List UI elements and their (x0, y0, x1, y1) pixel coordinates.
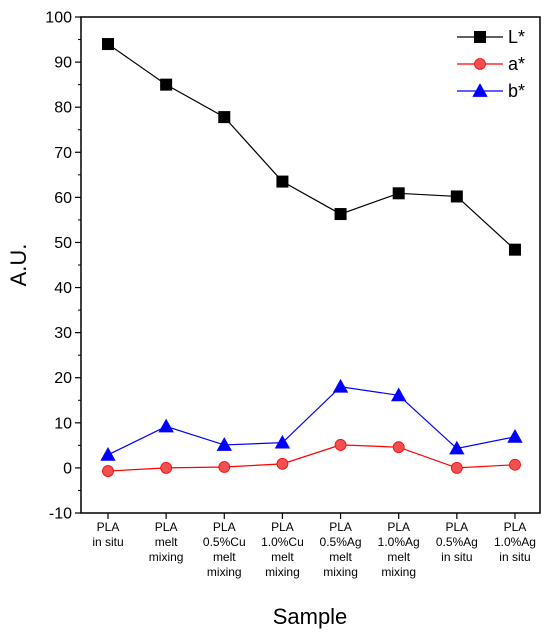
x-tick-label: PLA 0.5%Cu melt mixing (203, 520, 246, 579)
data-point-l (160, 78, 173, 91)
x-tick-label-line: melt (213, 550, 236, 564)
x-tick-label-line: PLA (387, 520, 410, 534)
y-tick-label: 30 (54, 325, 72, 342)
series-line-a (107, 444, 516, 472)
data-point-b (449, 440, 465, 455)
x-tick-label-line: PLA (445, 520, 468, 534)
data-point-a (160, 462, 173, 474)
data-point-l (334, 208, 347, 221)
y-tick-label: 0 (63, 460, 72, 477)
y-tick-label: 10 (54, 415, 72, 432)
x-tick-label: PLA 1.0%Ag melt mixing (378, 520, 420, 579)
legend-label-b: b* (508, 81, 525, 101)
x-tick-label: PLA 0.5%Ag melt mixing (320, 520, 362, 579)
x-tick-label-line: in situ (499, 550, 530, 564)
x-tick-label-line: melt (155, 535, 178, 549)
x-tick-label-line: in situ (441, 550, 472, 564)
legend-marker-a (474, 58, 486, 70)
x-tick-label-line: in situ (92, 535, 123, 549)
y-axis: -10 0 10 20 30 40 50 60 70 80 90 100 (45, 10, 81, 523)
x-tick-label-line: PLA (213, 520, 236, 534)
x-tick-label-line: 1.0%Cu (261, 535, 304, 549)
x-tick-label: PLA in situ (92, 520, 123, 549)
y-tick-label: 70 (54, 145, 72, 162)
y-tick-label: 100 (45, 10, 72, 27)
data-point-b (391, 387, 407, 402)
x-tick-label-line: mixing (381, 565, 416, 579)
data-point-a (450, 462, 463, 474)
y-axis-title: A.U. (6, 244, 31, 287)
data-point-a (276, 457, 289, 470)
y-tick-label: 50 (54, 235, 72, 252)
x-tick-label-line: PLA (329, 520, 352, 534)
data-point-l (102, 38, 114, 51)
data-point-a (102, 465, 114, 477)
x-tick-label-line: 1.0%Ag (378, 535, 420, 549)
x-tick-label: PLA 0.5%Ag in situ (436, 520, 478, 564)
x-tick-label-line: melt (329, 550, 352, 564)
data-point-l (218, 111, 231, 124)
series-line-b (107, 386, 516, 456)
y-tick-label: 80 (54, 100, 72, 117)
y-tick-label: 40 (54, 280, 72, 297)
data-point-b (274, 434, 291, 449)
legend-marker-b (472, 83, 488, 97)
data-point-a (509, 458, 521, 471)
x-tick-label-line: mixing (323, 565, 358, 579)
x-axis-title: Sample (273, 604, 348, 629)
data-point-b (216, 437, 232, 451)
data-point-a (218, 461, 231, 473)
data-point-l (276, 175, 289, 188)
x-tick-label: PLA melt mixing (149, 520, 184, 564)
x-tick-label-line: mixing (265, 565, 300, 579)
data-point-l (392, 187, 405, 200)
data-point-b (158, 418, 174, 433)
data-point-b (332, 378, 349, 393)
y-tick-label: 20 (54, 370, 72, 387)
x-tick-label-line: PLA (155, 520, 178, 534)
x-tick-label-line: 1.0%Ag (494, 535, 536, 549)
x-tick-label: PLA 1.0%Ag in situ (494, 520, 536, 564)
x-tick-label-line: 0.5%Ag (320, 535, 362, 549)
series-line-l (107, 43, 516, 251)
x-tick-label-line: PLA (271, 520, 294, 534)
legend-label-a: a* (508, 54, 525, 74)
legend: L* a* b* (457, 27, 525, 101)
x-tick-label-line: melt (271, 550, 294, 564)
x-tick-label-line: PLA (504, 520, 527, 534)
x-tick-label-line: PLA (97, 520, 120, 534)
data-point-l (508, 243, 521, 256)
legend-label-l: L* (508, 27, 525, 47)
legend-marker-l (474, 31, 486, 43)
x-tick-label: PLA 1.0%Cu melt mixing (261, 520, 304, 579)
x-tick-label-line: mixing (207, 565, 242, 579)
data-point-a (392, 441, 405, 454)
data-point-b (100, 447, 116, 461)
x-tick-label-line: melt (387, 550, 410, 564)
data-point-b (507, 428, 523, 443)
series-layer (100, 38, 523, 477)
x-tick-label-line: 0.5%Cu (203, 535, 246, 549)
x-tick-label-line: mixing (149, 550, 184, 564)
data-point-l (450, 190, 463, 203)
y-tick-label: 60 (54, 190, 72, 207)
x-tick-label-line: 0.5%Ag (436, 535, 478, 549)
data-point-a (334, 439, 347, 451)
y-tick-label: 90 (54, 55, 72, 72)
y-tick-label: -10 (49, 506, 72, 523)
